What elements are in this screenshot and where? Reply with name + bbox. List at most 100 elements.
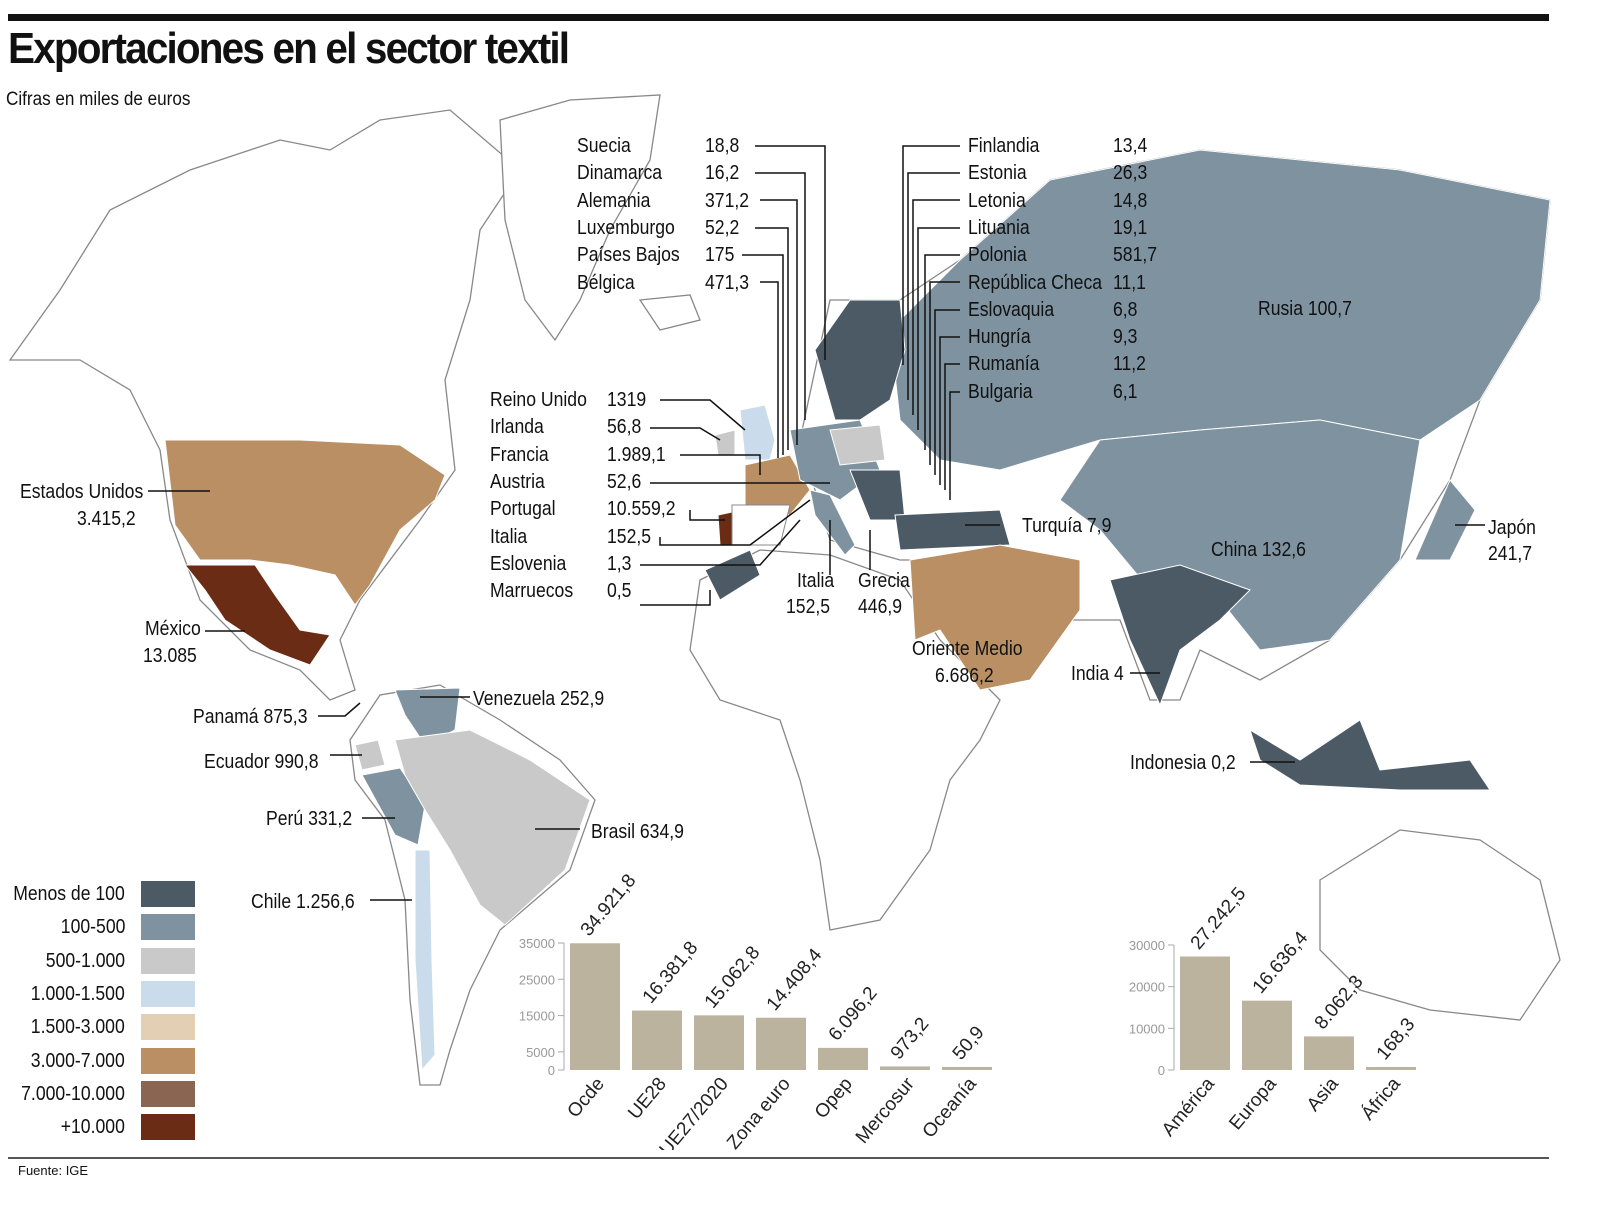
bar-value-label: 973,2	[887, 1014, 934, 1064]
top-rule	[8, 14, 1549, 21]
bar-value-label: 168,3	[1373, 1014, 1420, 1064]
country-name: Portugal	[490, 498, 556, 521]
india-shape	[1109, 564, 1251, 707]
y-tick-label: 0	[548, 1063, 555, 1078]
country-value: 10.559,2	[607, 498, 676, 521]
portugal-shape	[717, 511, 733, 546]
category-label: Opep	[811, 1074, 857, 1123]
bar-value-label: 14.408,4	[763, 944, 827, 1014]
legend-swatch	[141, 1047, 195, 1074]
bar	[1180, 956, 1230, 1070]
country-value: 9,3	[1113, 326, 1138, 349]
country-name: Luxemburgo	[577, 216, 675, 239]
country-value: 13,4	[1113, 135, 1148, 157]
country-value: 52,2	[705, 216, 740, 239]
country-value: 371,2	[705, 189, 750, 212]
country-name: Irlanda	[490, 416, 544, 439]
country-value: 14,8	[1113, 189, 1148, 212]
morocco-shape	[704, 549, 761, 601]
legend-item: 100-500	[10, 914, 195, 941]
bar-value-label: 27.242,5	[1187, 884, 1251, 954]
country-name: Austria	[490, 470, 545, 493]
legend-label: 500-1.000	[45, 949, 125, 972]
country-name: Italia	[490, 525, 528, 548]
legend-label: Menos de 100	[13, 883, 125, 905]
leader-lines	[148, 145, 1485, 901]
spain-shape	[731, 504, 791, 546]
legend-item: 3.000-7.000	[10, 1047, 195, 1074]
legend-label: +10.000	[60, 1116, 125, 1139]
legend-label: 100-500	[60, 916, 125, 939]
bar-chart-continents: 0 10000 20000 30000 27.242,5 América 16.636,4 E…	[1129, 884, 1420, 1141]
country-name: Países Bajos	[577, 244, 680, 267]
peru-shape	[361, 767, 426, 846]
country-name: Bélgica	[577, 271, 635, 294]
mexico-shape	[183, 564, 331, 666]
country-value: 175	[705, 244, 735, 267]
middle-east-shape	[909, 544, 1081, 691]
country-name: Bulgaria	[968, 380, 1033, 403]
subtitle: Cifras en miles de euros	[6, 89, 191, 110]
country-name: Polonia	[968, 244, 1027, 267]
bar	[942, 1067, 992, 1070]
country-value: 18,8	[705, 135, 740, 157]
label-japon-value: 241,7	[1488, 543, 1533, 565]
bar	[756, 1017, 806, 1070]
label-turquia: Turquía 7,9	[1022, 515, 1112, 537]
country-value: 11,2	[1113, 353, 1146, 376]
label-panama: Panamá 875,3	[193, 706, 308, 728]
bar	[694, 1015, 744, 1070]
country-value: 581,7	[1113, 244, 1158, 267]
legend-item: 500-1.000	[10, 947, 195, 974]
country-value: 1.989,1	[607, 443, 666, 466]
label-grecia-value: 446,9	[858, 596, 903, 618]
country-value: 1,3	[607, 552, 632, 575]
legend-item: 1.500-3.000	[10, 1014, 195, 1041]
label-italia-value: 152,5	[786, 596, 831, 618]
country-name: Finlandia	[968, 135, 1040, 157]
chile-shape	[414, 849, 436, 1072]
country-value: 152,5	[607, 525, 652, 548]
country-name: Reino Unido	[490, 389, 587, 411]
country-name: Hungría	[968, 326, 1031, 349]
bar	[880, 1066, 930, 1070]
iceland	[638, 294, 701, 331]
country-value: 26,3	[1113, 162, 1148, 185]
category-label: UE28	[624, 1074, 671, 1124]
label-indonesia: Indonesia 0,2	[1130, 752, 1236, 774]
china-shape	[1059, 419, 1421, 651]
y-tick-label: 25000	[519, 972, 555, 987]
country-name: Eslovaquia	[968, 298, 1055, 321]
bar	[1242, 1000, 1292, 1070]
y-tick-label: 10000	[1129, 1021, 1165, 1036]
country-value: 52,6	[607, 470, 642, 493]
label-mexico-value: 13.085	[143, 645, 197, 667]
y-tick-label: 5000	[526, 1045, 555, 1060]
turkey-shape	[894, 509, 1011, 551]
label-oriente-value: 6.686,2	[935, 665, 994, 687]
legend-swatch	[141, 881, 195, 907]
legend-swatch	[141, 914, 195, 941]
label-brasil: Brasil 634,9	[591, 821, 684, 843]
category-label: Europa	[1225, 1073, 1281, 1134]
source-note: Fuente: IGE	[18, 1163, 89, 1178]
country-value: 11,1	[1113, 271, 1146, 294]
y-tick-label: 15000	[519, 1009, 555, 1024]
country-value: 471,3	[705, 271, 750, 294]
uk-shape	[739, 404, 776, 461]
legend-item: 1.000-1.500	[10, 980, 195, 1007]
legend-swatch	[141, 1014, 195, 1041]
country-value: 16,2	[705, 162, 740, 185]
country-value: 1319	[607, 389, 647, 411]
label-chile: Chile 1.256,6	[251, 891, 355, 913]
label-eeuu-value: 3.415,2	[77, 508, 136, 530]
legend-label: 1.000-1.500	[31, 982, 125, 1005]
bar-value-label: 50,9	[949, 1022, 989, 1064]
legend-item: Menos de 100	[10, 881, 195, 907]
label-oriente-name: Oriente Medio	[912, 638, 1023, 660]
page-title: Exportaciones en el sector textil	[8, 24, 570, 73]
footer-rule	[8, 1157, 1549, 1159]
country-name: Lituania	[968, 216, 1030, 239]
